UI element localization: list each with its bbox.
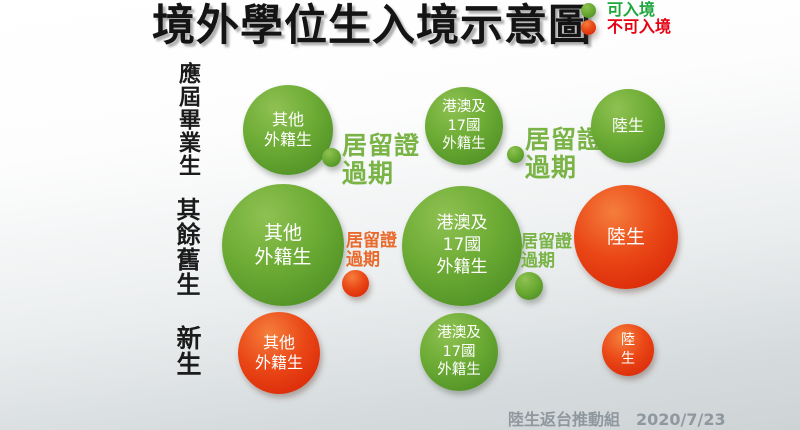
legend: 可入境 不可入境 xyxy=(581,2,671,36)
allowed-dot-old-right xyxy=(515,272,543,300)
annotation-graduating-left: 居留證 過期 xyxy=(342,131,421,189)
circle-label: 其他 外籍生 xyxy=(254,221,312,268)
circle-label: 其他 外籍生 xyxy=(254,332,303,372)
row-label-new-students: 新生 xyxy=(173,325,202,377)
allowed-dot-graduating-right xyxy=(507,146,524,163)
not-allowed-dot-icon xyxy=(581,19,596,35)
circle-new-mainland: 陸 生 xyxy=(602,324,654,376)
circle-label: 陸生 xyxy=(606,225,645,248)
not-allowed-dot-old-left xyxy=(342,270,369,297)
circle-graduating-hkmo17: 港澳及 17國 外籍生 xyxy=(425,87,503,165)
footer-date: 2020/7/23 xyxy=(636,410,726,429)
allowed-dot-icon xyxy=(581,2,596,18)
circle-label: 陸 生 xyxy=(621,332,635,367)
allowed-dot-graduating-left xyxy=(322,148,341,167)
circle-old-mainland: 陸生 xyxy=(574,185,678,289)
footer-credit-line: 陸生返台推動組 2020/7/23 xyxy=(508,406,726,430)
circle-new-other-foreign: 其他 外籍生 xyxy=(238,312,320,394)
legend-label-allowed: 可入境 xyxy=(607,0,656,19)
legend-item-not-allowed: 不可入境 xyxy=(581,19,671,35)
row-label-other-current: 其餘舊生 xyxy=(172,197,200,297)
circle-label: 其他 外籍生 xyxy=(263,109,312,149)
circle-label: 陸生 xyxy=(611,115,644,135)
circle-label: 港澳及 17國 外籍生 xyxy=(442,99,486,153)
row-label-graduating: 應屆畢業生 xyxy=(175,62,200,177)
annotation-graduating-right: 居留證 過期 xyxy=(525,125,604,183)
circle-old-other-foreign: 其他 外籍生 xyxy=(222,184,344,306)
circle-new-hkmo17: 港澳及 17國 外籍生 xyxy=(420,313,498,391)
annotation-old-right: 居留證 過期 xyxy=(521,232,572,271)
circle-graduating-mainland: 陸生 xyxy=(591,89,665,163)
page-title: 境外學位生入境示意圖 xyxy=(152,1,592,51)
circle-label: 港澳及 17國 外籍生 xyxy=(436,213,488,277)
annotation-old-left: 居留證 過期 xyxy=(346,231,397,270)
legend-label-not-allowed: 不可入境 xyxy=(607,17,672,36)
legend-item-allowed: 可入境 xyxy=(581,2,671,18)
circle-graduating-other-foreign: 其他 外籍生 xyxy=(243,85,333,175)
circle-old-hkmo17: 港澳及 17國 外籍生 xyxy=(402,186,522,306)
footer-credit: 陸生返台推動組 xyxy=(508,410,621,429)
circle-label: 港澳及 17國 外籍生 xyxy=(437,325,481,379)
